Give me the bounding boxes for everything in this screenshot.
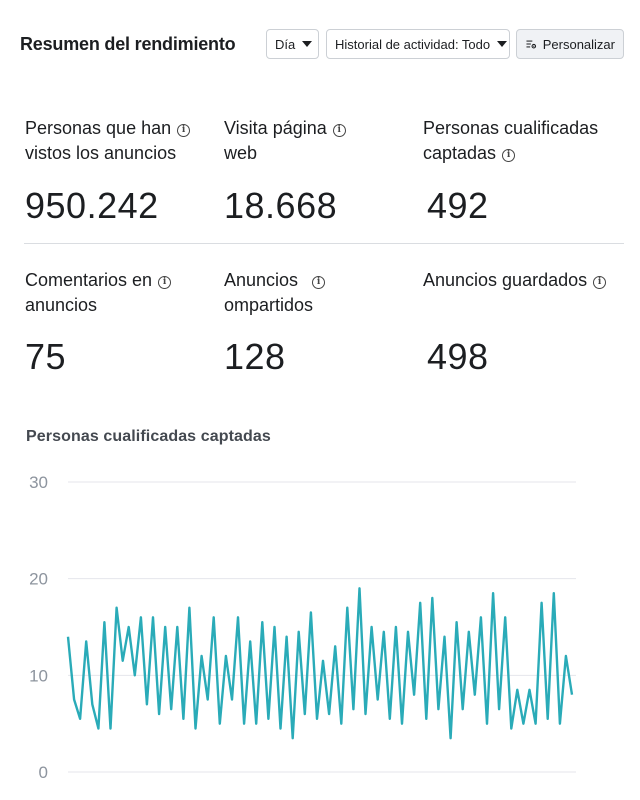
qualified-leads-line-chart: 0 10 20 30 xyxy=(29,473,576,782)
series-line xyxy=(66,587,574,740)
metric-label: Personas cualificadas captadas i xyxy=(423,118,599,163)
info-icon[interactable]: i xyxy=(312,276,326,289)
activity-history-dropdown[interactable]: Historial de actividad: Todo xyxy=(326,29,510,59)
metric-label: Visita página i web xyxy=(224,116,346,166)
customize-button[interactable]: Personalizar xyxy=(516,29,624,59)
y-tick-label: 30 xyxy=(29,473,48,492)
info-icon[interactable]: i xyxy=(502,149,516,162)
metric-people-reached: Personas que han i vistos los anuncios xyxy=(25,116,191,166)
metric-value: 498 xyxy=(427,336,489,377)
metric-website-visits: Visita página i web xyxy=(224,116,346,166)
info-icon[interactable]: i xyxy=(593,276,607,289)
metric-label: Anuncios i ompartidos xyxy=(224,268,326,318)
info-icon[interactable]: i xyxy=(332,124,346,137)
metric-label: Comentarios en i anuncios xyxy=(25,268,172,318)
metric-value: 128 xyxy=(224,336,286,377)
y-tick-label: 10 xyxy=(29,666,48,685)
metric-qualified-leads: Personas cualificadas captadas i xyxy=(423,116,598,166)
day-dropdown-label: Día xyxy=(275,36,296,52)
caret-down-icon xyxy=(302,41,313,47)
info-icon[interactable]: i xyxy=(158,276,172,289)
chart-title: Personas cualificadas captadas xyxy=(26,428,271,445)
day-dropdown[interactable]: Día xyxy=(266,29,319,59)
gear-icon xyxy=(526,40,537,49)
metric-value: 950.242 xyxy=(25,185,159,226)
metric-ad-shares: Anuncios i ompartidos xyxy=(224,268,326,318)
metric-ad-comments: Comentarios en i anuncios xyxy=(25,268,172,318)
caret-down-icon xyxy=(497,41,508,47)
metric-ad-saves: Anuncios guardados i xyxy=(423,268,607,293)
y-tick-label: 0 xyxy=(39,763,48,782)
customize-label: Personalizar xyxy=(542,36,615,52)
activity-history-label: Historial de actividad: Todo xyxy=(335,36,491,52)
page-title: Resumen del rendimiento xyxy=(20,34,236,54)
metric-value: 492 xyxy=(427,185,489,226)
y-tick-label: 20 xyxy=(29,570,48,589)
header: Resumen del rendimiento Día Historial de… xyxy=(0,0,640,90)
metric-label: Anuncios guardados i xyxy=(423,268,607,293)
info-icon[interactable]: i xyxy=(177,124,191,137)
divider xyxy=(24,243,624,244)
metric-value: 18.668 xyxy=(224,185,338,226)
metric-value: 75 xyxy=(25,336,67,377)
metric-label: Personas que han i vistos los anuncios xyxy=(25,116,191,166)
